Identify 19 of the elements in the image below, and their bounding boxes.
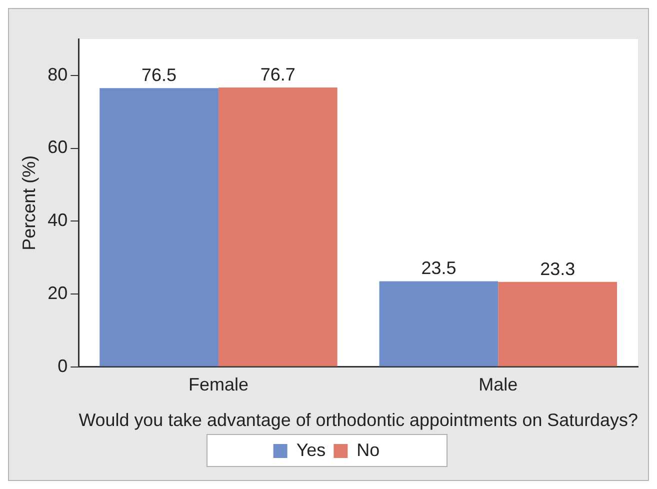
x-tick-label: Female: [188, 374, 248, 395]
x-axis-title: Would you take advantage of orthodontic appointments on Saturdays?: [78, 410, 638, 430]
data-label: 76.7: [260, 64, 296, 84]
y-tick-label: 20: [48, 282, 68, 303]
legend-label: No: [356, 440, 380, 460]
x-tick-label: Male: [478, 374, 518, 395]
y-tick-label: 40: [48, 210, 68, 230]
data-label: 76.5: [142, 65, 177, 86]
bar: [100, 88, 218, 366]
y-tick-label: 0: [58, 356, 68, 376]
data-label: 23.3: [540, 258, 576, 279]
y-tick-label: 80: [48, 64, 68, 84]
y-axis-title: Percent (%): [18, 155, 39, 250]
bar: [498, 282, 618, 366]
y-tick-label: 60: [48, 137, 68, 158]
data-label: 23.5: [421, 258, 456, 278]
bar: [379, 281, 498, 366]
legend-label: Yes: [296, 440, 326, 460]
bar: [218, 87, 338, 366]
